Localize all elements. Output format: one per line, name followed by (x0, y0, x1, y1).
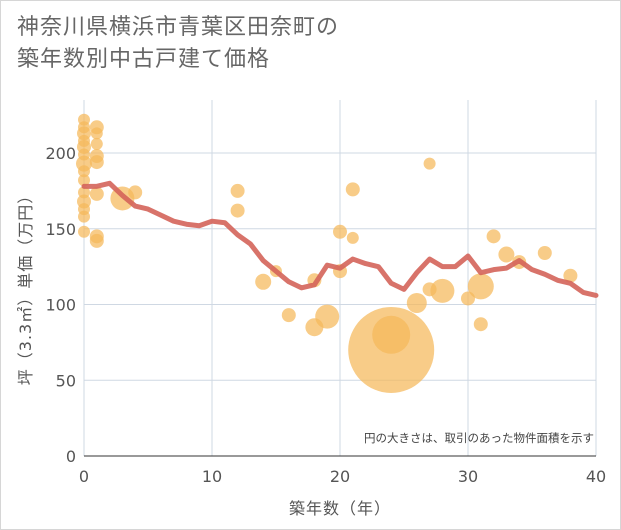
trend-series (81, 180, 599, 298)
bubble-series (76, 113, 578, 393)
data-point (128, 185, 143, 200)
data-point (78, 134, 90, 147)
data-point (430, 278, 455, 303)
data-point (537, 246, 552, 261)
data-point (563, 268, 578, 283)
data-point (473, 317, 488, 332)
data-point (486, 229, 501, 244)
y-tick-label: 100 (45, 296, 76, 315)
data-point (406, 292, 427, 313)
data-point (78, 165, 90, 178)
chart-title: 神奈川県横浜市青葉区田奈町の 築年数別中古戸建て価格 (17, 12, 339, 76)
data-point (305, 318, 324, 337)
data-point (345, 182, 360, 197)
y-tick-label: 50 (56, 371, 76, 390)
x-tick-label: 40 (586, 467, 606, 486)
data-point (230, 203, 245, 218)
trend-line (81, 180, 599, 298)
y-axis-title: 坪（3.3㎡）単価（万円） (16, 187, 35, 385)
data-point (78, 148, 90, 161)
x-axis-title: 築年数（年） (289, 499, 391, 518)
data-point (230, 183, 245, 198)
data-point (422, 282, 437, 297)
data-point (498, 246, 515, 263)
chart-title-line-2: 築年数別中古戸建て価格 (17, 47, 271, 72)
data-point (346, 231, 359, 244)
size-note: 円の大きさは、取引のあった物件面積を示す (364, 431, 594, 445)
data-point (78, 225, 90, 238)
x-tick-label: 10 (202, 467, 222, 486)
data-point (89, 233, 104, 248)
chart-title-line-1: 神奈川県横浜市青葉区田奈町の (17, 15, 340, 40)
x-tick-label: 0 (79, 467, 89, 486)
data-point (461, 291, 475, 306)
data-point (78, 174, 90, 187)
data-point (423, 157, 436, 170)
x-tick-label: 30 (458, 467, 478, 486)
x-tick-label: 20 (330, 467, 350, 486)
data-point (372, 315, 411, 354)
data-point (90, 137, 103, 150)
data-point (78, 121, 90, 134)
data-point (90, 127, 103, 140)
data-point (281, 308, 296, 323)
data-point (78, 186, 90, 199)
data-point (467, 273, 494, 300)
data-point (89, 155, 104, 170)
y-tick-label: 0 (66, 447, 76, 466)
data-point (89, 186, 104, 201)
data-point (333, 224, 347, 239)
axes: 0 50 100 150 200 0 10 20 30 40 (45, 144, 606, 486)
data-point (255, 273, 272, 290)
y-tick-label: 150 (45, 220, 76, 239)
y-tick-label: 200 (45, 144, 76, 163)
data-point (78, 210, 90, 223)
